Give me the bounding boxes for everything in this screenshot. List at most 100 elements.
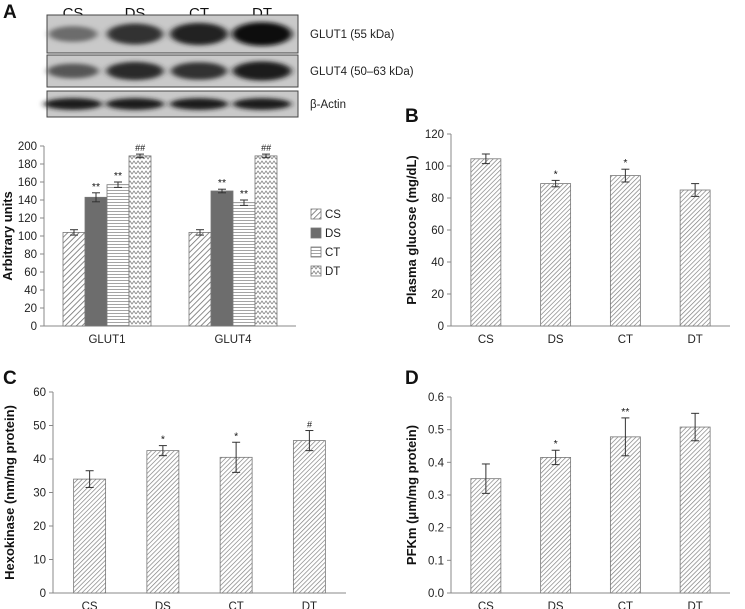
chart-a-bar-glut4-dt — [254, 155, 278, 327]
chart-d-y-tick-label: 0.6 — [428, 392, 444, 404]
chart-c-significance-ct: * — [234, 430, 238, 442]
chart-a-y-tick-label: 40 — [24, 285, 37, 297]
legend-label-ds: DS — [325, 228, 341, 240]
chart-a-significance-glut4-dt: ## — [261, 143, 272, 153]
chart-a-significance-glut4-ct: ** — [240, 188, 248, 200]
chart-c-y-tick-label: 0 — [40, 588, 46, 600]
chart-c-y-tick-label: 10 — [33, 555, 46, 567]
chart-d-bar-ds — [540, 457, 572, 594]
chart-c-y-tick-label: 50 — [33, 421, 46, 433]
chart-a-bar-glut1-dt — [128, 155, 152, 327]
chart-c-x-tick-label-ct: CT — [228, 601, 243, 609]
chart-a-glut-expression: 0 20 40 60 80 100 120 140 160 180 200 Arbitrary uni… — [0, 141, 296, 346]
chart-d-y-tick-label: 0.0 — [428, 588, 444, 600]
legend-swatch-dt — [310, 265, 322, 277]
chart-c-significance-dt: # — [307, 420, 313, 430]
chart-c-bar-dt — [292, 440, 326, 594]
chart-a-x-tick-label-glut4: GLUT4 — [214, 334, 252, 346]
chart-a-significance-glut4-ds: ** — [218, 177, 226, 189]
chart-a-significance-glut1-ct: ** — [114, 170, 122, 182]
chart-c-significance-ds: * — [161, 434, 165, 446]
chart-b-y-axis-label: Plasma glucose (mg/dL) — [404, 155, 419, 305]
chart-a-bar-glut1-cs — [62, 231, 86, 327]
blot-band-1-ct — [170, 62, 228, 80]
blot-band-2-ct — [169, 98, 229, 110]
chart-d-y-tick-label: 0.1 — [428, 555, 444, 567]
chart-d-x-tick-label-ct: CT — [618, 601, 633, 609]
legend-swatch-cs — [310, 208, 322, 220]
blot-band-2-ds — [105, 98, 165, 110]
chart-d-y-tick-label: 0.5 — [428, 425, 444, 437]
chart-a-legend: CS DS CT DT — [310, 208, 341, 278]
chart-b-bar-cs — [470, 158, 502, 327]
chart-a-bar-glut4-ds — [210, 190, 234, 327]
chart-d-significance-ct: ** — [621, 406, 629, 418]
chart-a-x-tick-label-glut1: GLUT1 — [88, 334, 125, 346]
chart-a-y-tick-label: 200 — [18, 141, 37, 153]
chart-d-y-axis-label: PFKm (μm/mg protein) — [404, 425, 419, 565]
chart-c-x-tick-label-ds: DS — [155, 601, 171, 609]
chart-c-bar-ct — [219, 456, 253, 594]
legend-swatch-ds — [310, 227, 322, 239]
chart-b-x-tick-label-cs: CS — [478, 334, 494, 346]
chart-d-y-tick-label: 0.2 — [428, 523, 444, 535]
chart-a-y-tick-label: 0 — [31, 321, 37, 333]
chart-b-y-tick-label: 80 — [431, 193, 444, 205]
chart-b-bar-ds — [540, 183, 572, 327]
chart-c-y-tick-label: 40 — [33, 454, 46, 466]
chart-b-significance-ds: * — [554, 168, 558, 180]
chart-c-y-tick-label: 60 — [33, 387, 46, 399]
chart-c-hexokinase: 0 10 20 30 40 50 60 Hexokinase (nm/mg protein) C… — [2, 387, 346, 609]
chart-d-y-tick-label: 0.3 — [428, 490, 444, 502]
chart-b-y-tick-label: 60 — [431, 225, 444, 237]
chart-d-y-tick-label: 0.4 — [428, 457, 445, 469]
chart-d-bar-dt — [679, 426, 711, 594]
chart-b-x-tick-label-ds: DS — [548, 334, 564, 346]
chart-a-y-tick-label: 100 — [18, 231, 37, 243]
legend-label-cs: CS — [325, 209, 341, 221]
chart-a-y-tick-label: 180 — [18, 159, 37, 171]
chart-b-y-tick-label: 100 — [425, 161, 444, 173]
chart-c-x-tick-label-dt: DT — [302, 601, 317, 609]
blot-band-0-ds — [106, 23, 164, 45]
chart-b-bar-ct — [609, 175, 641, 327]
chart-c-bar-cs — [73, 478, 107, 594]
chart-a-significance-glut1-dt: ## — [135, 143, 146, 153]
panel-letter-a: A — [3, 2, 17, 23]
chart-b-bar-dt — [679, 189, 711, 327]
blot-band-1-dt — [232, 61, 292, 81]
blot-band-0-cs — [48, 26, 98, 42]
chart-b-plasma-glucose: 0 20 40 60 80 100 120 Plasma glucose (mg/dL) CS *… — [404, 129, 730, 346]
chart-a-significance-glut1-ds: ** — [92, 181, 100, 193]
chart-d-pfkm: 0.0 0.1 0.2 0.3 0.4 0.5 0.6 PFKm (μm/mg protein… — [404, 392, 730, 609]
chart-b-significance-ct: * — [623, 157, 627, 169]
chart-c-y-tick-label: 30 — [33, 488, 46, 500]
blot-band-2-cs — [43, 98, 103, 110]
panel-b: B 0 20 40 60 80 100 120 Plasma glucose (mg/dL) C… — [404, 106, 730, 346]
panel-letter-b: B — [405, 106, 419, 127]
chart-b-y-tick-label: 120 — [425, 129, 444, 141]
chart-a-y-tick-label: 20 — [24, 303, 37, 315]
chart-b-y-tick-label: 0 — [438, 321, 444, 333]
panel-c: C 0 10 20 30 40 50 60 Hexokinase (nm/mg protein… — [2, 368, 346, 609]
legend-label-dt: DT — [325, 266, 340, 278]
chart-b-y-tick-label: 20 — [431, 289, 444, 301]
chart-c-bar-ds — [146, 450, 180, 594]
chart-d-significance-ds: * — [554, 438, 558, 450]
chart-c-y-tick-label: 20 — [33, 521, 46, 533]
chart-b-y-tick-label: 40 — [431, 257, 444, 269]
blot-row-label-2: β-Actin — [310, 99, 346, 111]
chart-a-bar-glut4-cs — [188, 231, 212, 327]
chart-a-y-tick-label: 160 — [18, 177, 37, 189]
panel-letter-d: D — [405, 368, 419, 389]
chart-d-x-tick-label-dt: DT — [687, 601, 702, 609]
chart-c-y-axis-label: Hexokinase (nm/mg protein) — [2, 405, 17, 580]
panel-d: D 0.0 0.1 0.2 0.3 0.4 0.5 0.6 PFKm (μm/mg prote… — [404, 368, 730, 609]
chart-d-x-tick-label-cs: CS — [478, 601, 494, 609]
panel-letter-c: C — [3, 368, 17, 389]
chart-a-y-axis-label: Arbitrary units — [0, 191, 15, 281]
blot-band-0-dt — [231, 22, 293, 46]
chart-b-x-tick-label-dt: DT — [687, 334, 702, 346]
